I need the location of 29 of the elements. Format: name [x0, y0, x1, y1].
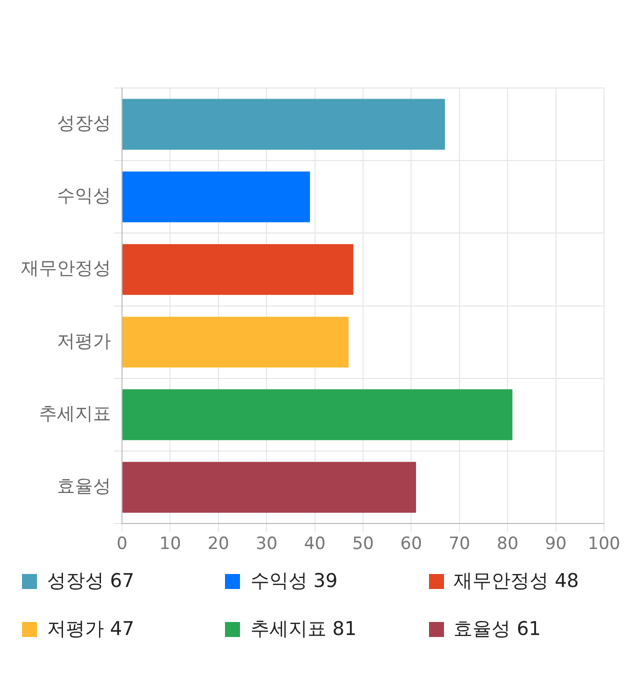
x-tick-label: 0: [116, 534, 128, 554]
text: 수익성 39: [250, 569, 338, 594]
y-tick-label: 효율성: [57, 476, 111, 497]
text: 추세지표 81: [250, 617, 357, 642]
x-tick-label: 50: [352, 534, 374, 554]
bar: [122, 316, 349, 368]
bar: [122, 171, 310, 222]
y-tick-label: 성장성: [57, 112, 111, 134]
x-tick-label: 60: [400, 534, 422, 554]
x-tick-label: 10: [159, 534, 182, 554]
text: 성장성 67: [47, 569, 134, 594]
text: 저평가 47: [47, 617, 134, 642]
bar: [122, 389, 512, 440]
y-tick-label: 수익성: [57, 186, 111, 207]
x-tick-label: 40: [304, 534, 326, 554]
x-tick-label: 70: [448, 534, 470, 554]
y-tick-label: 추세지표: [39, 403, 111, 424]
bar: [122, 462, 416, 513]
x-tick-label: 30: [256, 534, 278, 554]
bar: [122, 244, 354, 295]
x-tick-label: 100: [588, 534, 620, 554]
y-tick-label: 저평가: [57, 330, 111, 352]
x-tick-label: 80: [496, 534, 518, 554]
bar: [122, 98, 445, 150]
x-tick-label: 90: [544, 534, 567, 554]
y-tick-label: 재무안정성: [21, 258, 111, 280]
text: 효율성 61: [454, 617, 541, 642]
x-tick-label: 20: [208, 534, 230, 554]
text: 재무안정성 48: [454, 569, 579, 594]
